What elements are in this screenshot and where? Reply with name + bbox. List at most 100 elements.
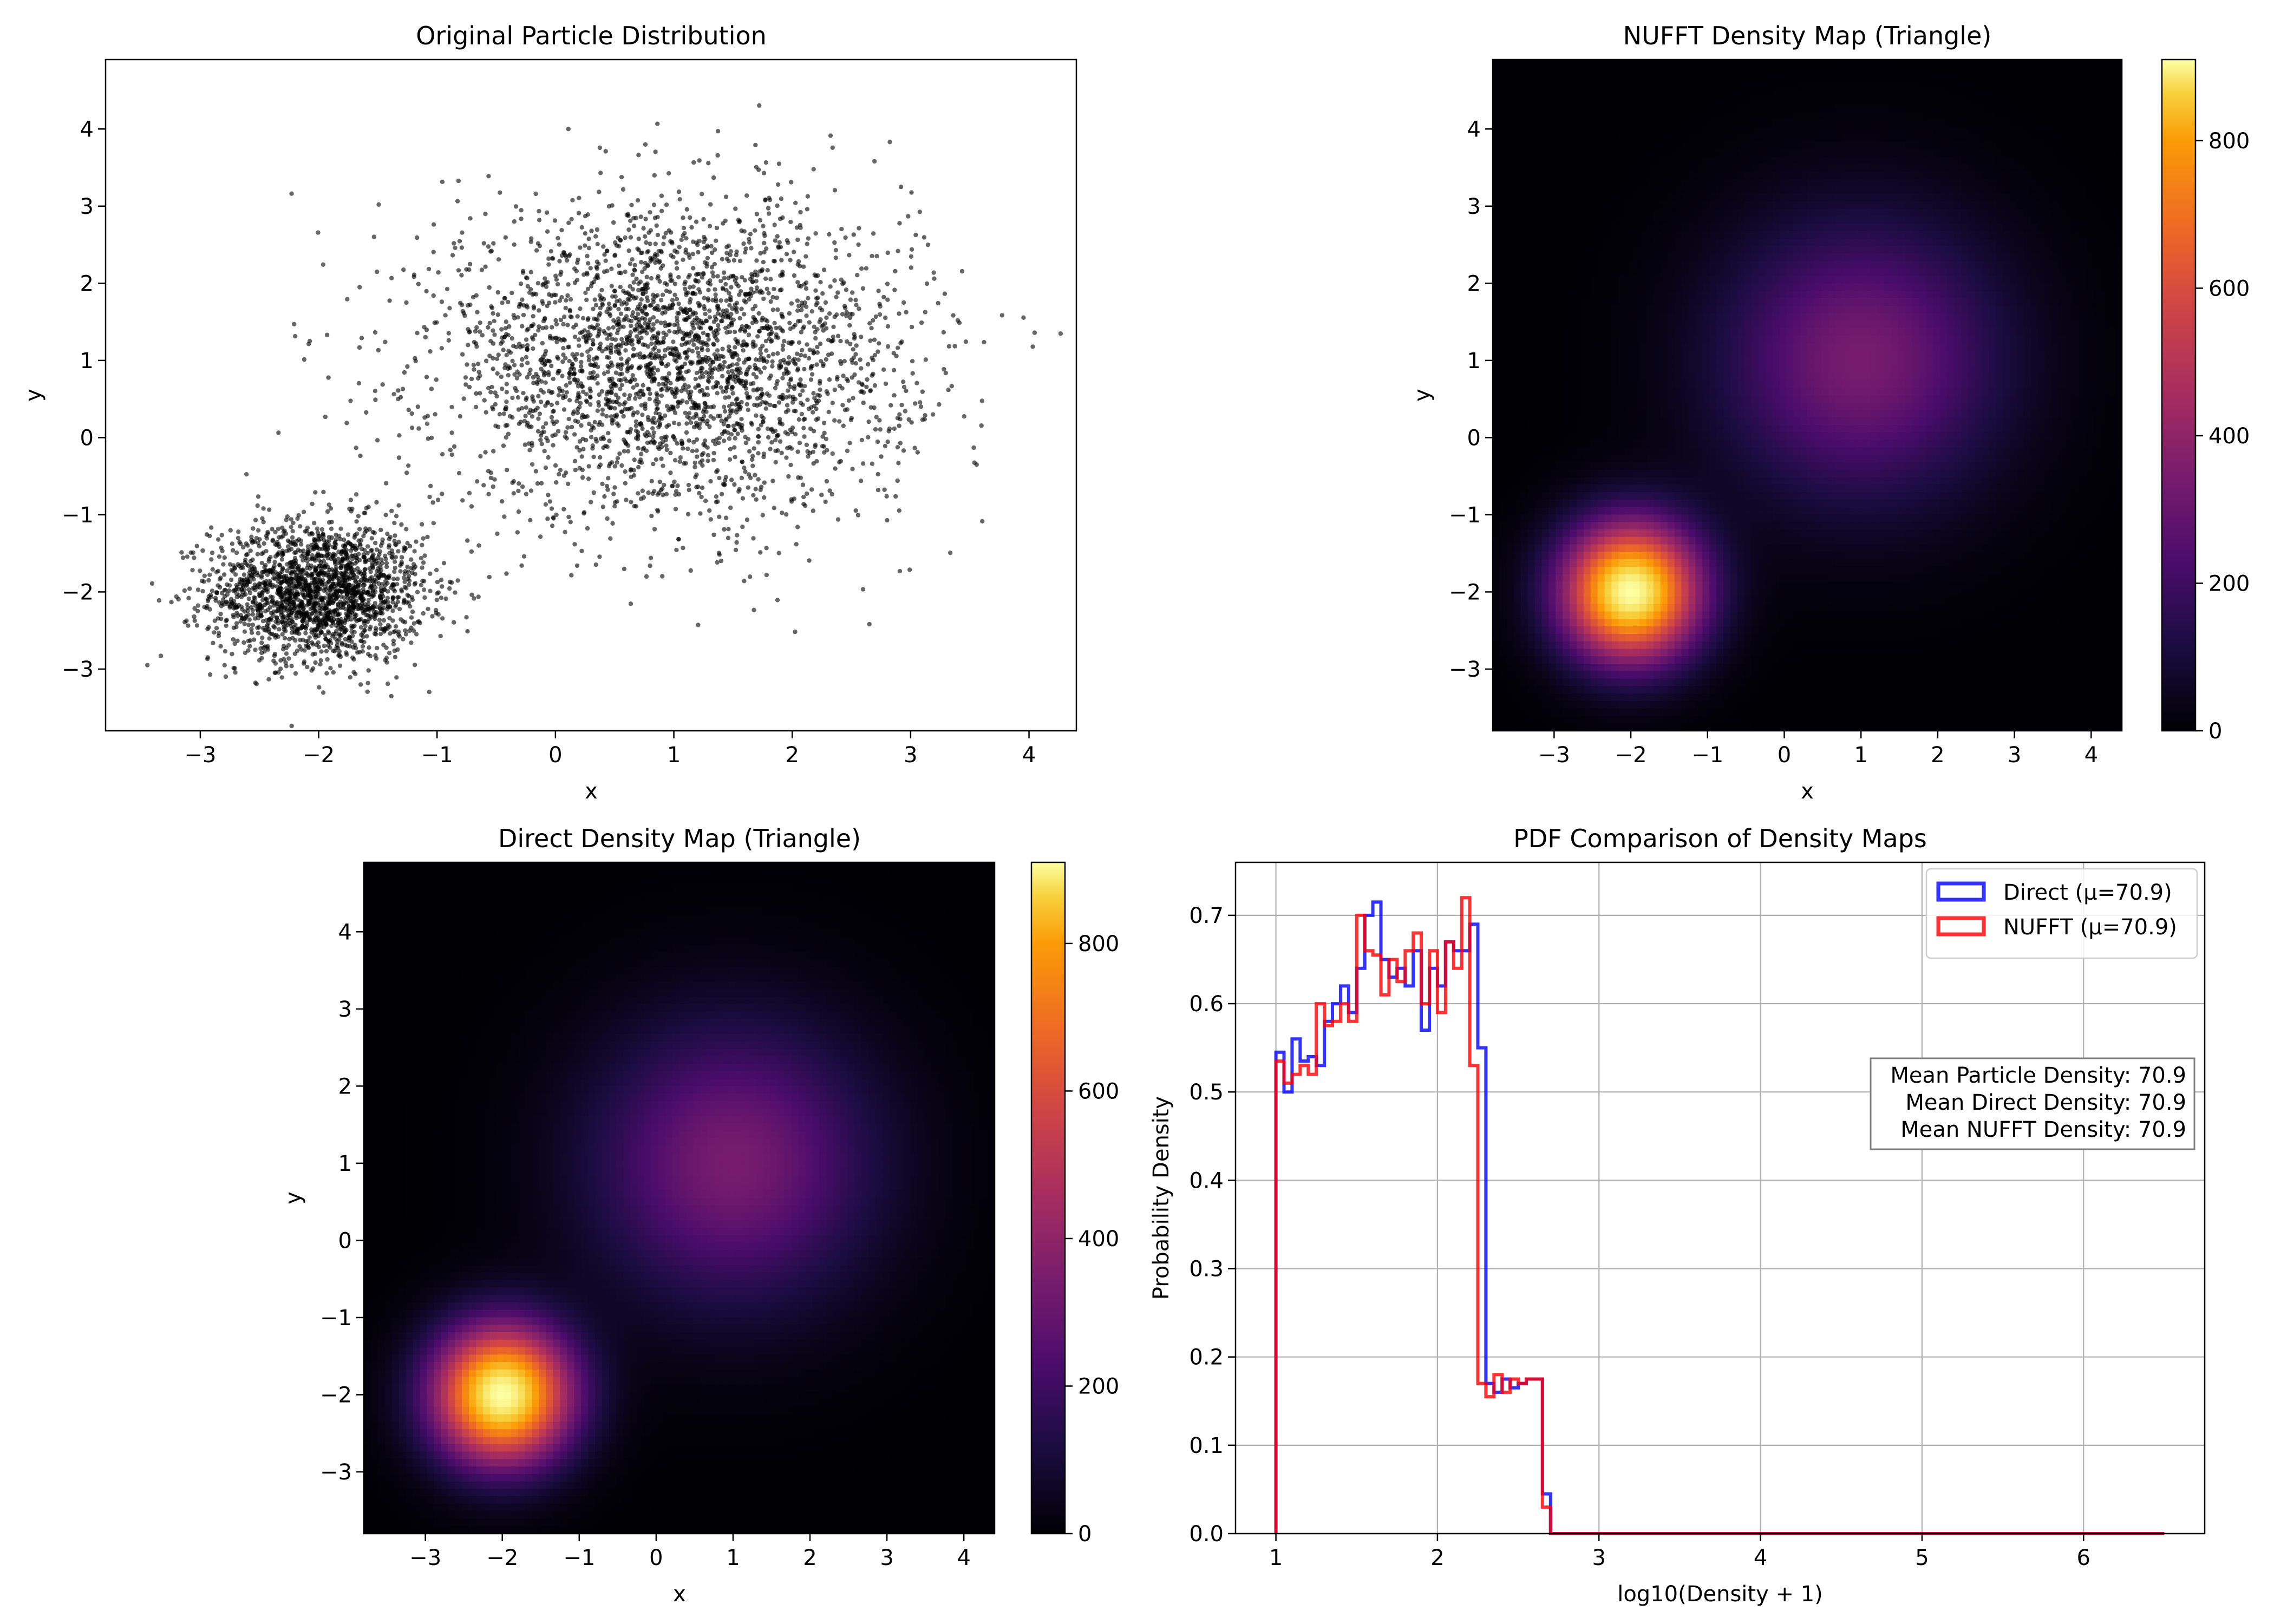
scatter-point — [715, 274, 720, 278]
scatter-point — [520, 324, 524, 328]
scatter-point — [557, 472, 561, 476]
scatter-point — [349, 548, 353, 553]
scatter-point — [753, 318, 757, 322]
scatter-point — [571, 325, 576, 330]
scatter-point — [881, 295, 886, 299]
scatter-point — [825, 479, 829, 483]
scatter-point — [952, 344, 957, 348]
scatter-point — [600, 482, 604, 486]
scatter-point — [243, 621, 247, 626]
scatter-point — [931, 412, 935, 416]
scatter-point — [605, 345, 610, 350]
scatter-point — [703, 404, 708, 409]
scatter-point — [310, 606, 315, 610]
scatter-point — [623, 317, 627, 321]
scatter-point — [795, 238, 800, 242]
scatter-point — [752, 608, 756, 612]
scatter-point — [677, 460, 682, 464]
scatter-point — [822, 421, 826, 425]
scatter-point — [281, 647, 285, 651]
scatter-point — [607, 438, 611, 443]
scatter-point — [910, 325, 914, 329]
scatter-point — [287, 637, 291, 641]
scatter-point — [406, 593, 410, 597]
scatter-point — [847, 398, 851, 403]
scatter-point — [396, 549, 400, 553]
scatter-point — [727, 395, 731, 399]
scatter-point — [668, 451, 672, 455]
scatter-point — [742, 312, 746, 316]
scatter-point — [779, 197, 783, 201]
scatter-point — [903, 409, 907, 413]
scatter-point — [659, 436, 664, 440]
scatter-point — [380, 611, 384, 615]
scatter-point — [695, 448, 699, 453]
scatter-point — [652, 202, 656, 207]
scatter-point — [316, 230, 320, 234]
scatter-point — [519, 363, 524, 367]
scatter-point — [362, 571, 367, 575]
scatter-point — [317, 575, 321, 580]
scatter-point — [819, 493, 824, 497]
scatter-point — [394, 675, 398, 679]
scatter-point — [800, 348, 804, 352]
scatter-point — [460, 245, 464, 250]
scatter-point — [544, 381, 548, 385]
scatter-point — [597, 554, 602, 559]
scatter-point — [602, 252, 606, 257]
scatter-point — [881, 368, 886, 372]
scatter-point — [564, 430, 568, 434]
scatter-point — [606, 476, 610, 480]
scatter-point — [543, 276, 547, 280]
scatter-point — [820, 434, 825, 438]
scatter-point — [529, 270, 533, 274]
scatter-point — [519, 217, 523, 221]
scatter-point — [655, 224, 659, 228]
scatter-point — [264, 588, 268, 592]
scatter-point — [422, 553, 427, 558]
scatter-point — [365, 544, 370, 548]
scatter-point — [192, 614, 196, 619]
scatter-point — [750, 422, 754, 427]
scatter-point — [206, 578, 211, 582]
scatter-point — [805, 397, 809, 402]
scatter-point — [761, 260, 766, 264]
scatter-point — [525, 343, 530, 348]
scatter-point — [689, 568, 693, 573]
scatter-point — [703, 312, 708, 316]
scatter-point — [626, 227, 631, 232]
scatter-point — [738, 259, 742, 263]
scatter-point — [720, 257, 724, 261]
scatter-point — [523, 442, 527, 447]
scatter-point — [644, 434, 649, 438]
scatter-point — [671, 405, 675, 410]
scatter-point — [280, 675, 284, 679]
scatter-point — [620, 383, 624, 387]
scatter-point — [629, 601, 633, 606]
scatter-point — [675, 266, 679, 271]
scatter-point — [628, 284, 632, 289]
scatter-point — [719, 354, 723, 358]
scatter-point — [693, 292, 697, 296]
scatter-point — [678, 455, 683, 460]
scatter-point — [646, 418, 650, 422]
scatter-point — [524, 337, 528, 342]
scatter-point — [801, 426, 806, 430]
scatter-point — [769, 330, 774, 335]
scatter-point — [572, 377, 576, 382]
scatter-point — [887, 429, 891, 433]
scatter-point — [298, 602, 303, 606]
scatter-point — [628, 261, 632, 266]
scatter-point — [618, 238, 623, 242]
scatter-point — [621, 187, 625, 192]
scatter-point — [675, 483, 679, 488]
scatter-point — [781, 343, 785, 348]
scatter-point — [365, 690, 370, 694]
scatter-point — [392, 521, 396, 525]
scatter-point — [591, 342, 595, 346]
scatter-point — [610, 460, 614, 464]
scatter-point — [634, 428, 638, 433]
scatter-point — [416, 426, 421, 430]
scatter-point — [326, 630, 330, 634]
scatter-point — [801, 495, 806, 499]
